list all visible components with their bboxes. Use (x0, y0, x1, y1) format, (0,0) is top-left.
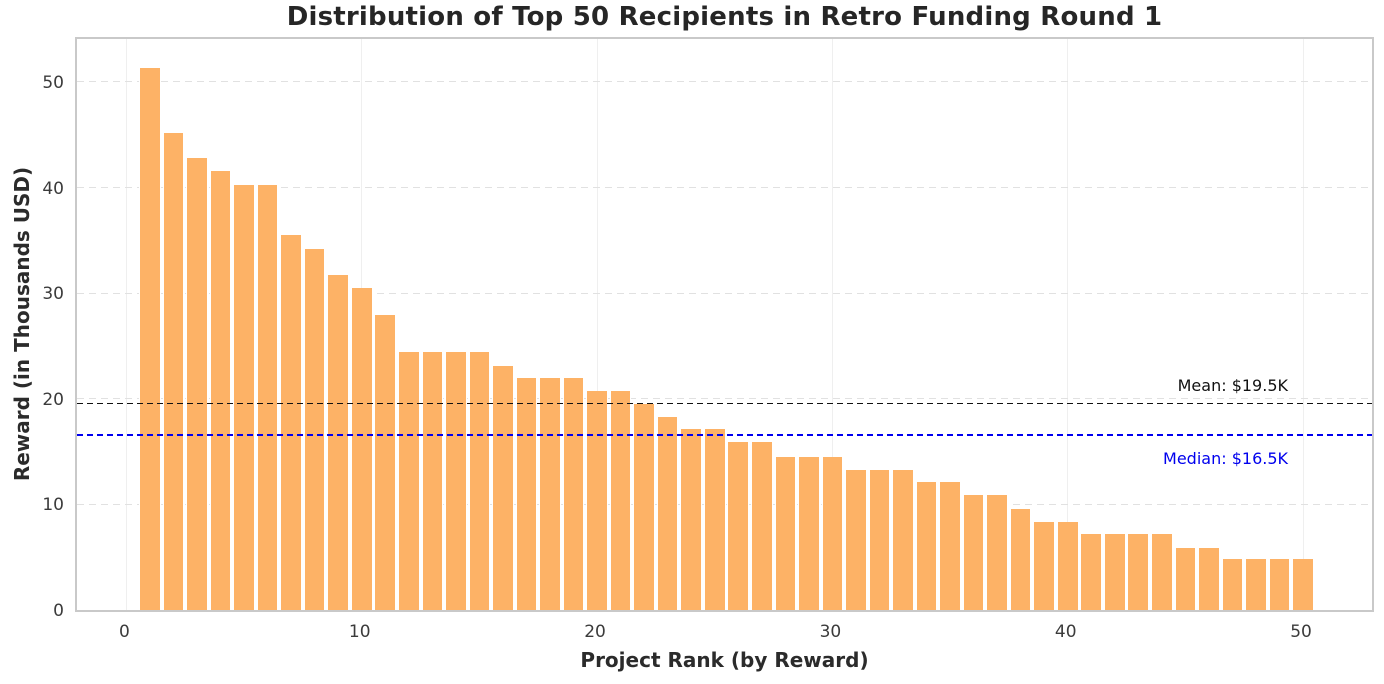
gridline-horizontal-30 (77, 292, 1372, 294)
bar-rank-27 (750, 442, 773, 610)
bar-rank-43 (1127, 534, 1150, 610)
bar-rank-23 (656, 416, 679, 610)
x-axis-ticks: 0 10 20 30 40 50 (75, 622, 1374, 646)
bar-rank-26 (727, 442, 750, 610)
y-axis-label: Reward (in Thousands USD) (10, 166, 34, 482)
gridline-horizontal-20 (77, 398, 1372, 399)
bar-rank-21 (609, 390, 632, 610)
x-tick-label-40: 40 (1054, 622, 1077, 642)
median-reference-line (77, 434, 1372, 436)
bar-rank-19 (562, 377, 585, 610)
bar-rank-14 (445, 351, 467, 610)
y-tick-label-40: 40 (42, 178, 64, 199)
bar-rank-2 (162, 133, 185, 610)
y-tick-label-0: 0 (53, 601, 64, 621)
bar-rank-29 (798, 457, 820, 610)
x-tick-label-20: 20 (584, 622, 606, 642)
x-tick-label-30: 30 (819, 622, 842, 642)
bar-rank-5 (233, 184, 255, 610)
bar-rank-35 (939, 482, 961, 610)
mean-label: Mean: $19.5K (1177, 376, 1288, 396)
bar-rank-47 (1221, 559, 1244, 610)
plot-area: Mean: $19.5K Median: $16.5K (75, 37, 1374, 612)
y-tick-label-10: 10 (42, 495, 64, 516)
bar-rank-46 (1198, 547, 1220, 610)
bar-rank-31 (845, 469, 867, 610)
bar-rank-32 (868, 469, 891, 610)
bar-rank-36 (962, 495, 985, 610)
bar-rank-20 (586, 390, 608, 610)
bar-rank-44 (1151, 534, 1173, 610)
bar-rank-50 (1292, 559, 1314, 610)
y-axis-ticks: 0 10 20 30 40 50 (0, 37, 64, 621)
bar-rank-1 (139, 67, 161, 610)
gridline-vertical-0 (125, 39, 127, 610)
bar-rank-34 (915, 482, 938, 610)
bar-rank-42 (1103, 534, 1126, 610)
x-tick-label-0: 0 (118, 622, 130, 642)
bar-rank-24 (680, 428, 703, 610)
bar-rank-45 (1174, 547, 1197, 610)
bar-rank-40 (1056, 522, 1079, 610)
bar-rank-10 (350, 288, 373, 610)
bar-rank-16 (492, 366, 514, 610)
bar-rank-25 (703, 428, 726, 610)
bar-rank-11 (374, 314, 397, 610)
bar-rank-6 (256, 184, 279, 610)
bar-rank-41 (1080, 534, 1103, 610)
gridline-vertical-40 (1067, 39, 1069, 610)
bar-rank-12 (397, 351, 420, 610)
bar-rank-8 (303, 249, 326, 610)
bar-rank-22 (633, 404, 655, 610)
bar-rank-30 (821, 457, 844, 610)
gridline-vertical-30 (831, 39, 833, 610)
bar-rank-17 (515, 377, 538, 610)
bar-rank-37 (986, 495, 1008, 610)
median-label: Median: $16.5K (1163, 448, 1288, 468)
y-tick-label-50: 50 (42, 73, 64, 94)
x-tick-label-50: 50 (1290, 622, 1312, 642)
bar-rank-18 (539, 377, 561, 610)
bar-rank-4 (209, 171, 232, 610)
x-tick-label-10: 10 (348, 622, 371, 642)
y-tick-label-30: 30 (42, 284, 64, 305)
bar-rank-7 (280, 235, 302, 610)
gridline-vertical-20 (596, 39, 598, 610)
bar-rank-13 (421, 351, 444, 610)
bar-rank-38 (1009, 508, 1032, 610)
bar-rank-33 (892, 469, 914, 610)
bar-rank-28 (774, 457, 797, 610)
mean-reference-line (77, 402, 1372, 405)
bar-rank-39 (1033, 522, 1055, 610)
bar-rank-9 (327, 274, 350, 610)
bar-rank-3 (186, 158, 208, 610)
bar-rank-15 (468, 351, 491, 610)
y-tick-label-20: 20 (42, 389, 64, 410)
gridline-horizontal-40 (77, 186, 1372, 188)
x-axis-label: Project Rank (by Reward) (580, 648, 869, 672)
bar-rank-49 (1268, 559, 1291, 610)
gridline-vertical-50 (1302, 39, 1304, 610)
gridline-horizontal-50 (77, 81, 1372, 83)
chart-title: Distribution of Top 50 Recipients in Ret… (286, 2, 1163, 32)
bar-rank-48 (1245, 559, 1267, 610)
